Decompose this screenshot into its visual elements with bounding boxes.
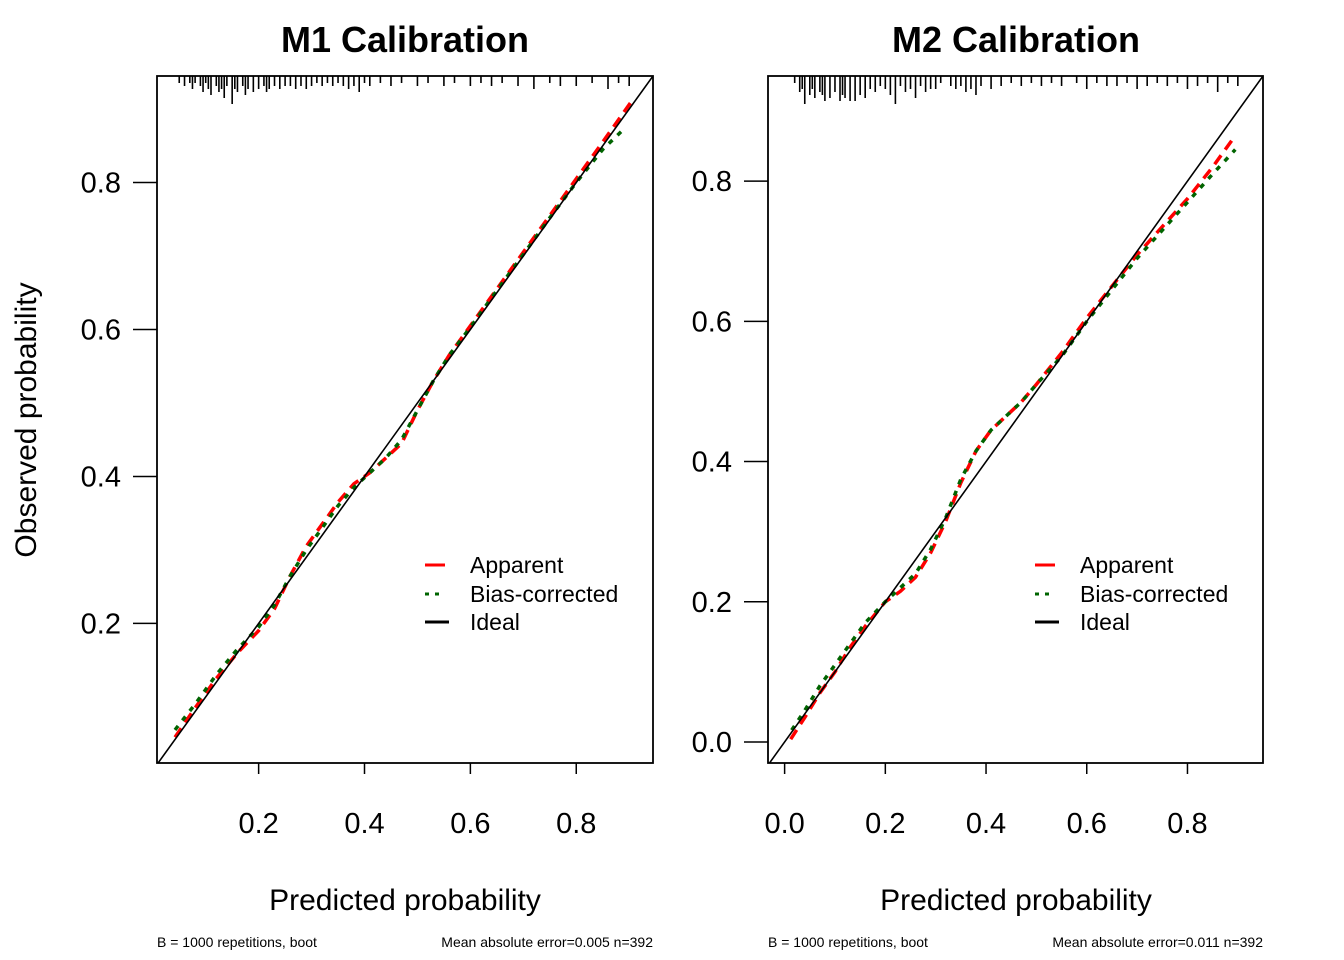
x-tick-label: 0.2 (865, 808, 905, 840)
legend-label-bias-corrected: Bias-corrected (1080, 581, 1228, 607)
y-tick-label: 0.6 (81, 314, 121, 346)
legend-label-ideal: Ideal (1080, 609, 1130, 635)
legend-label-bias-corrected: Bias-corrected (470, 581, 618, 607)
bias-corrected-line (790, 148, 1237, 732)
footnote-right: Mean absolute error=0.005 n=392 (441, 934, 653, 950)
legend-label-apparent: Apparent (1080, 552, 1174, 578)
y-tick-label: 0.8 (692, 166, 732, 198)
ideal-line (157, 76, 653, 763)
x-tick-label: 0.4 (344, 808, 384, 840)
x-tick-label: 0.0 (764, 808, 804, 840)
m2-calibration-panel: M2 Calibration Predicted probability B =… (692, 19, 1264, 950)
x-axis-label: Predicted probability (880, 884, 1152, 917)
x-tick-label: 0.2 (238, 808, 278, 840)
x-tick-label: 0.8 (556, 808, 596, 840)
legend: Apparent Bias-corrected Ideal (425, 552, 618, 635)
y-axis-label: Observed probability (10, 282, 43, 557)
apparent-line (173, 100, 633, 739)
footnote-left: B = 1000 repetitions, boot (157, 934, 317, 950)
y-tick-label: 0.4 (81, 461, 121, 493)
y-tick-label: 0.4 (692, 447, 732, 479)
x-tick-label: 0.6 (450, 808, 490, 840)
apparent-line (789, 134, 1237, 741)
plot-area (768, 76, 1263, 763)
x-tick-label: 0.6 (1067, 808, 1107, 840)
footnote-left: B = 1000 repetitions, boot (768, 934, 928, 950)
legend-label-apparent: Apparent (470, 552, 564, 578)
plot-frame (156, 75, 654, 764)
x-axis-label: Predicted probability (269, 884, 541, 917)
y-tick-label: 0.2 (81, 608, 121, 640)
y-tick-label: 0.8 (81, 168, 121, 200)
chart-title: M1 Calibration (281, 19, 529, 60)
plot-frame (767, 75, 1264, 764)
y-tick-label: 0.2 (692, 587, 732, 619)
footnote-right: Mean absolute error=0.011 n=392 (1052, 934, 1263, 950)
ideal-line (768, 76, 1263, 763)
legend-label-ideal: Ideal (470, 609, 520, 635)
chart-title: M2 Calibration (892, 19, 1140, 60)
bias-corrected-line (173, 126, 627, 731)
y-tick-label: 0.6 (692, 306, 732, 338)
legend: Apparent Bias-corrected Ideal (1035, 552, 1228, 635)
plot-area (157, 76, 653, 763)
x-tick-label: 0.8 (1167, 808, 1207, 840)
m1-calibration-panel: M1 Calibration Predicted probability Obs… (10, 19, 654, 950)
y-tick-label: 0.0 (692, 727, 732, 759)
x-tick-label: 0.4 (966, 808, 1006, 840)
